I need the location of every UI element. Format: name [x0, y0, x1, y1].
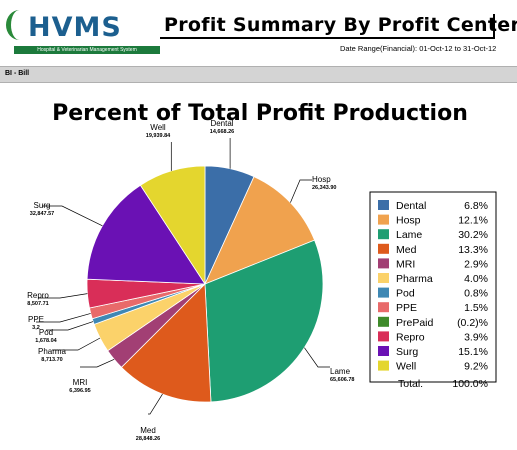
callout-line-pod: [46, 321, 94, 331]
legend-label-pharma: Pharma: [396, 273, 433, 285]
legend-swatch-hosp: [378, 214, 389, 225]
callout-line-pharma: [52, 337, 101, 351]
legend-swatch-ppe: [378, 302, 389, 313]
callout-line-mri: [80, 358, 115, 368]
slice-label-lame: Lame: [330, 367, 351, 376]
slice-label-well: Well: [150, 123, 166, 132]
legend-label-prepaid: PrePaid: [396, 317, 434, 329]
legend-box: [369, 191, 497, 383]
slice-value-med: 28,848.26: [136, 436, 160, 442]
legend-percent-prepaid: (0.2)%: [457, 317, 488, 329]
report-header: HVMS Hospital & Veterinarian Management …: [0, 0, 517, 66]
legend-percent-ppe: 1.5%: [464, 302, 488, 314]
slice-label-ppe: PPE: [28, 315, 44, 324]
slice-value-pod: 1,678.04: [35, 338, 57, 344]
legend-percent-hosp: 12.1%: [458, 215, 488, 227]
legend-total-label: Total:: [398, 378, 423, 390]
legend-label-repro: Repro: [396, 331, 425, 343]
legend-total-percent: 100.0%: [452, 378, 488, 390]
slice-value-ppe: 3,2: [32, 325, 40, 331]
legend-swatch-dental: [378, 200, 389, 210]
callout-line-lame: [304, 347, 330, 368]
legend-label-ppe: PPE: [396, 302, 417, 314]
legend-percent-med: 13.3%: [458, 244, 488, 256]
date-range: Date Range(Financial): 01-Oct-12 to 31-O…: [340, 44, 497, 53]
slice-label-pharma: Pharma: [38, 347, 67, 356]
slice-label-repro: Repro: [27, 291, 49, 300]
pie-slice-well: [139, 165, 206, 286]
slice-value-well: 19,939.84: [146, 133, 171, 139]
slice-value-dental: 14,668.26: [210, 129, 234, 135]
callout-line-hosp: [290, 179, 312, 203]
slice-value-lame: 65,606.78: [330, 377, 354, 383]
logo-text: HVMS: [28, 12, 122, 43]
logo-tagline: Hospital & Veterinarian Management Syste…: [14, 46, 160, 54]
legend-label-med: Med: [396, 244, 417, 256]
slice-label-pod: Pod: [39, 328, 53, 337]
chart-title: Percent of Total Profit Production: [52, 101, 468, 126]
slice-value-mri: 6,396.95: [69, 388, 90, 394]
title-corner-rule: [493, 14, 495, 39]
hvms-logo: HVMS Hospital & Veterinarian Management …: [6, 8, 160, 56]
logo-swoosh-icon: [6, 10, 33, 40]
legend-swatch-prepaid: [378, 316, 389, 327]
slice-value-pharma: 8,713.70: [41, 357, 62, 363]
legend-swatch-pod: [378, 287, 389, 298]
callout-line-ppe: [36, 313, 91, 323]
slice-label-hosp: Hosp: [312, 175, 331, 184]
legend-percent-well: 9.2%: [464, 361, 488, 373]
callout-line-surg: [42, 205, 103, 227]
pie-slice-med: [120, 283, 212, 403]
slice-value-repro: 8,507.71: [27, 301, 48, 307]
legend-label-pod: Pod: [396, 288, 415, 300]
title-underline: [160, 37, 495, 39]
legend-percent-lame: 30.2%: [458, 229, 488, 241]
callout-line-repro: [38, 293, 88, 299]
chart-legend: Dental 6.8% Hosp 12.1% Lame 30.2% Med 13.3% MRI 2…: [369, 191, 497, 390]
legend-swatch-repro: [378, 331, 389, 342]
legend-percent-pharma: 4.0%: [464, 273, 488, 285]
callout-line-med: [148, 393, 163, 415]
legend-swatch-lame: [378, 229, 389, 240]
legend-swatch-med: [378, 243, 389, 254]
legend-percent-repro: 3.9%: [464, 331, 488, 343]
legend-percent-surg: 15.1%: [458, 346, 488, 358]
legend-swatch-well: [378, 360, 389, 371]
slice-label-dental: Dental: [210, 119, 233, 128]
legend-label-dental: Dental: [396, 200, 426, 212]
slice-label-med: Med: [140, 426, 156, 435]
legend-swatch-pharma: [378, 273, 389, 283]
report-title: Profit Summary By Profit Center: [164, 14, 517, 36]
legend-label-lame: Lame: [396, 229, 422, 241]
slice-label-surg: Surg: [34, 201, 51, 210]
slice-label-mri: MRI: [73, 378, 88, 387]
pie-slices: [86, 165, 324, 403]
section-label: BI - Bill: [5, 70, 30, 77]
legend-percent-mri: 2.9%: [464, 258, 488, 270]
legend-percent-dental: 6.8%: [464, 200, 488, 212]
pie-slice-lame: [204, 239, 324, 403]
legend-label-surg: Surg: [396, 346, 418, 358]
section-bar: BI - Bill: [0, 66, 517, 83]
legend-label-hosp: Hosp: [396, 215, 421, 227]
legend-label-mri: MRI: [396, 258, 415, 270]
legend-percent-pod: 0.8%: [464, 288, 488, 300]
pie-chart: Percent of Total Profit Production Denta…: [27, 101, 497, 442]
pie-slice-surg: [86, 184, 206, 285]
legend-swatch-surg: [378, 346, 389, 356]
slice-value-surg: 32,847.57: [30, 211, 54, 217]
legend-label-well: Well: [396, 361, 416, 373]
legend-swatch-mri: [378, 258, 389, 269]
slice-value-hosp: 26,343.90: [312, 185, 336, 191]
